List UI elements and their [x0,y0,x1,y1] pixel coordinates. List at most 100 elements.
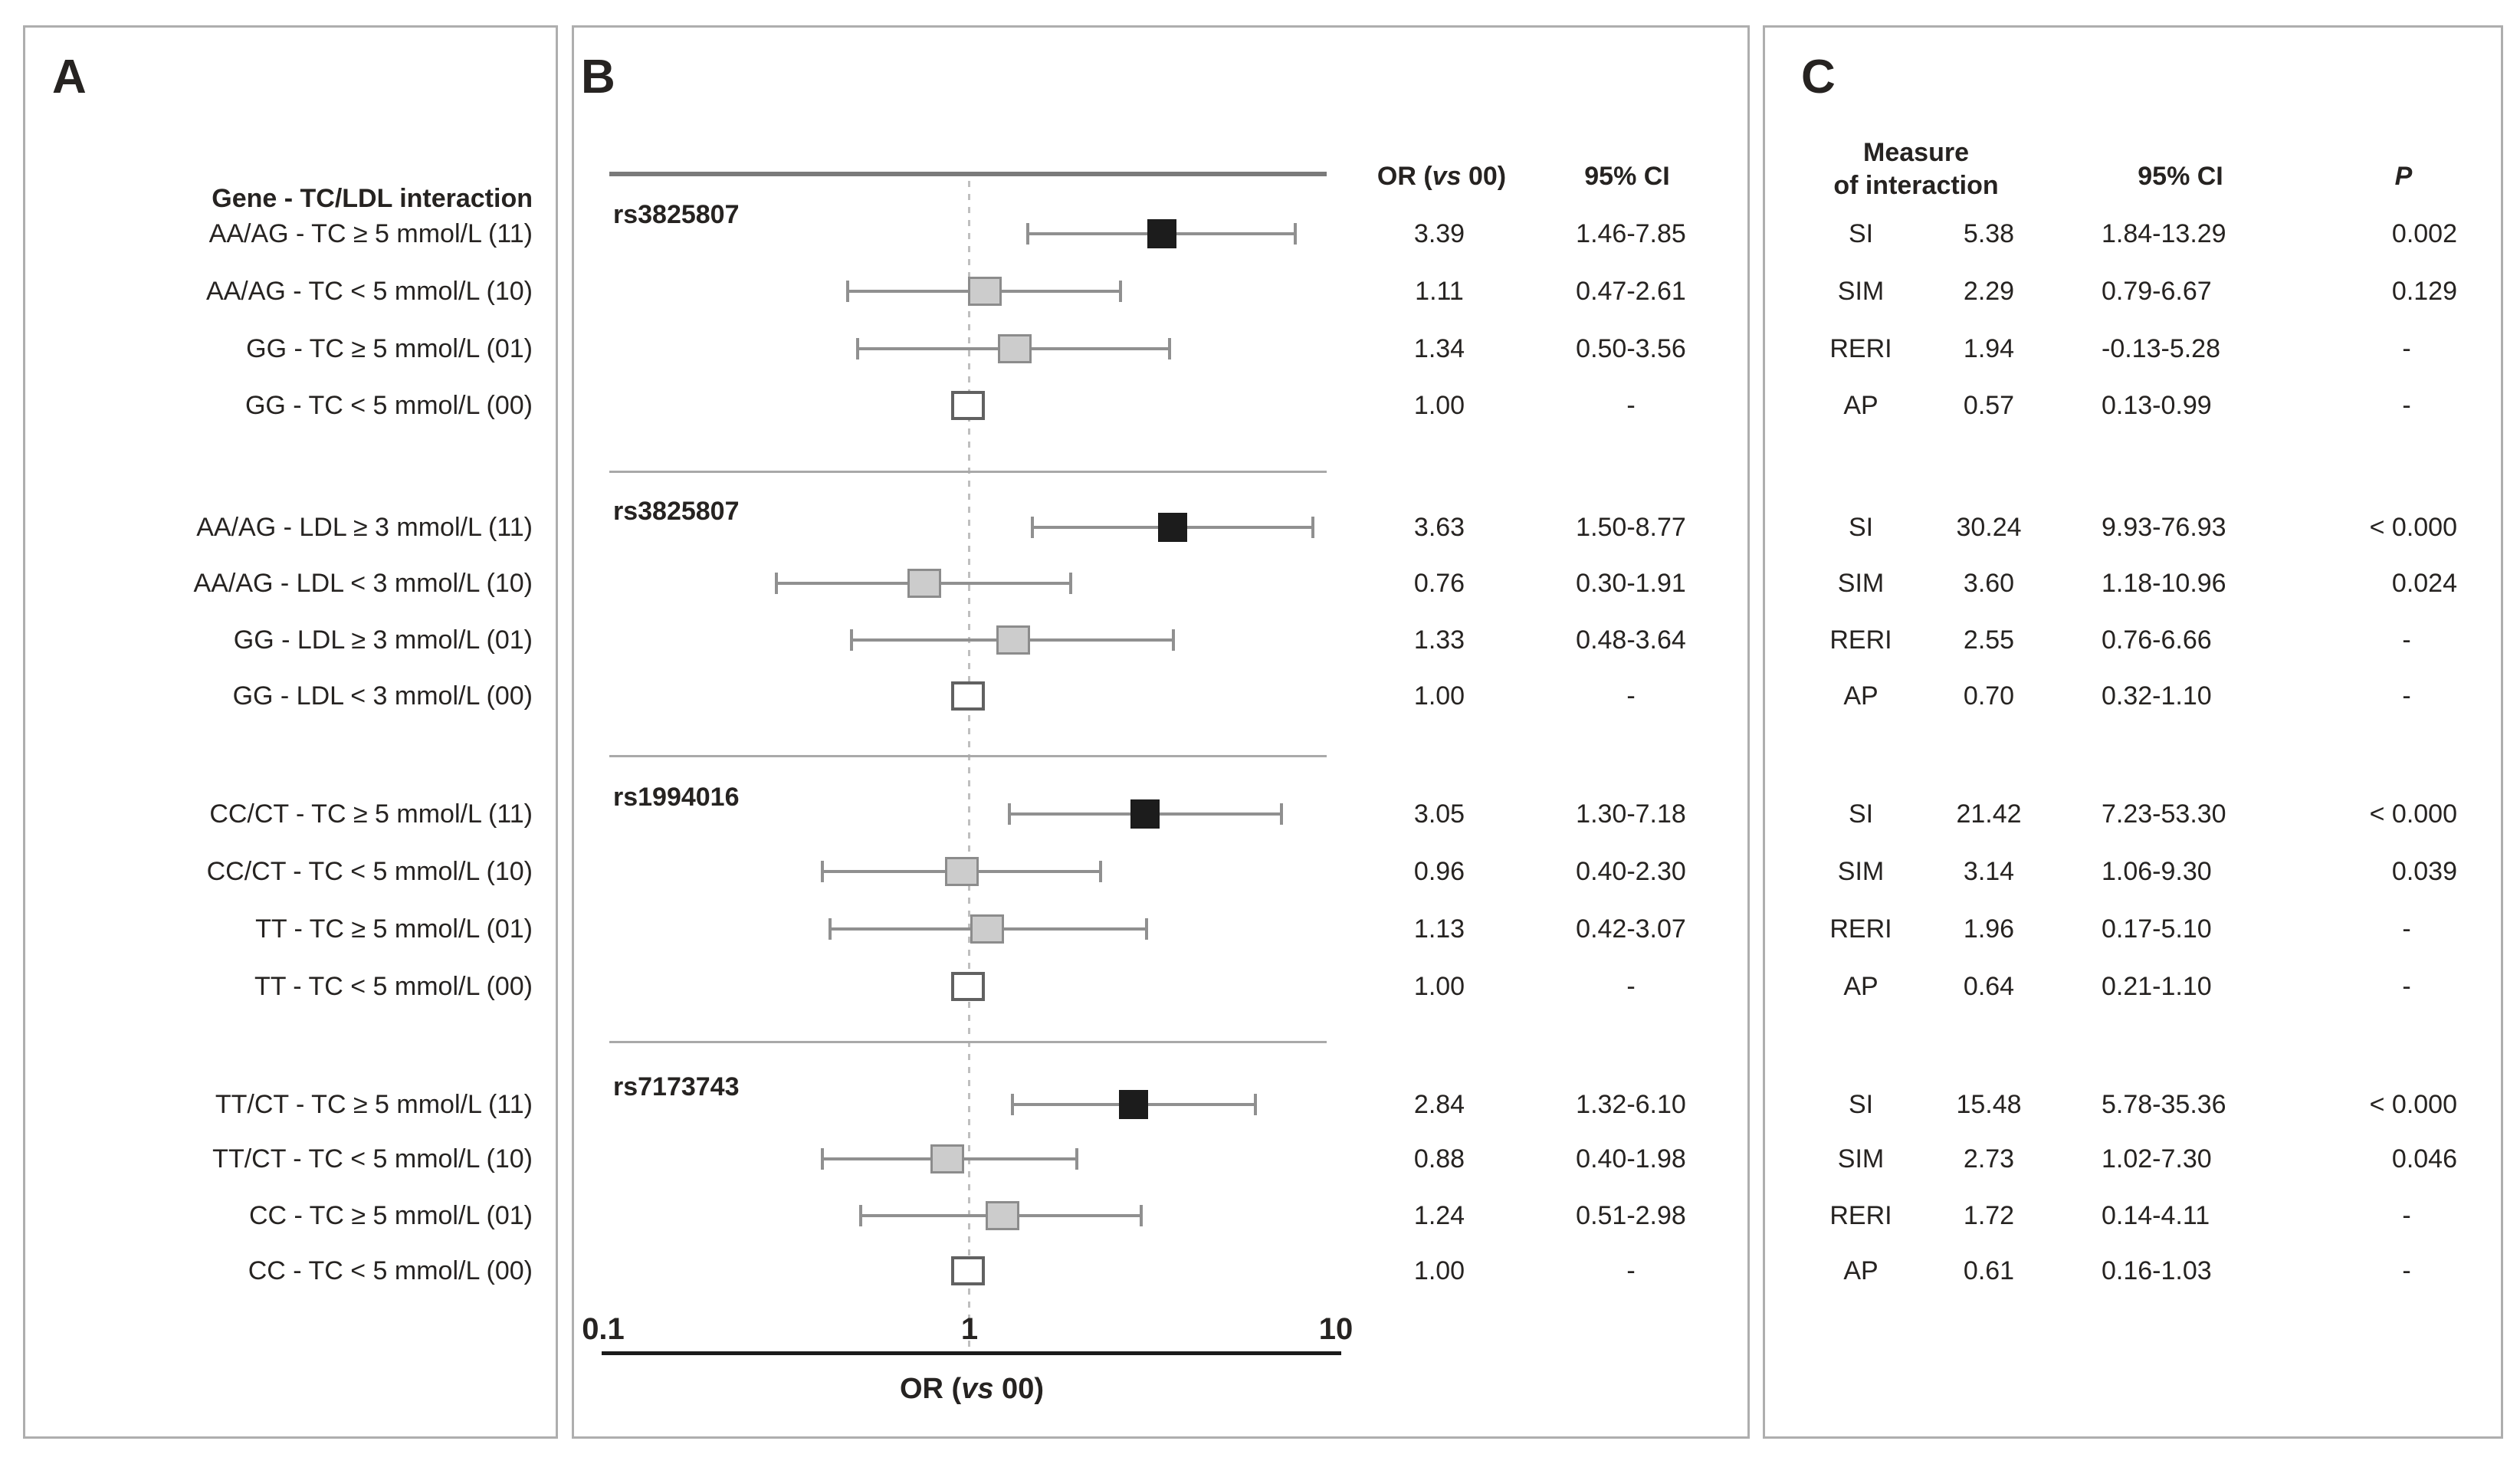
row-label: AA/AG - LDL < 3 mmol/L (10) [193,569,533,598]
row-label: GG - LDL ≥ 3 mmol/L (01) [233,625,533,655]
or-value: 3.39 [1413,219,1465,248]
or-header-pre: OR ( [1376,162,1432,191]
forest-marker-gray [996,625,1031,655]
ci-whisker-cap-right [1069,573,1073,594]
ci-whisker-cap-right [1171,629,1175,651]
ci-whisker-cap-left [859,1205,863,1226]
forest-marker-black [1130,799,1160,829]
or-value: 1.00 [1413,1256,1465,1285]
measure-ci: 0.32-1.10 [2102,681,2212,711]
measure-ci: 0.17-5.10 [2102,914,2212,944]
or-value: 2.84 [1413,1090,1465,1119]
plot-top-rule [609,172,1327,176]
row-label: TT/CT - TC ≥ 5 mmol/L (11) [215,1090,533,1119]
or-value: 3.05 [1413,799,1465,829]
or-value: 1.00 [1413,972,1465,1001]
or-value: 0.96 [1413,857,1465,886]
panel-c-title: C [1801,51,1836,103]
ci-value: - [1626,972,1636,1001]
measure-name: SIM [1837,277,1885,306]
measure-name: SI [1848,513,1874,542]
snp-label: rs1994016 [613,783,740,812]
measure-ci: 0.76-6.66 [2102,625,2212,655]
ci-whisker-cap-right [1253,1094,1257,1115]
measure-name: AP [1843,391,1879,420]
forest-marker-white [951,391,985,420]
measure-p: - [2402,914,2411,944]
measure-header: Measure of interaction [1793,136,2039,202]
row-label: TT - TC < 5 mmol/L (00) [254,972,533,1001]
x-axis-label-post: 00) [993,1373,1044,1405]
ci-whisker-cap-right [1279,803,1283,825]
measure-p: 0.129 [2391,277,2457,306]
ci-column-header-b: 95% CI [1584,162,1670,191]
ci-whisker-cap-left [820,1148,824,1170]
measure-name: AP [1843,1256,1879,1285]
row-label: CC/CT - TC < 5 mmol/L (10) [206,857,533,886]
measure-name: AP [1843,972,1879,1001]
panel-c-box [1763,25,2503,1439]
forest-marker-gray [907,569,942,598]
measure-name: SIM [1837,857,1885,886]
row-label: CC - TC < 5 mmol/L (00) [248,1256,533,1285]
ci-whisker-cap-left [856,338,860,359]
measure-ci: 7.23-53.30 [2102,799,2226,829]
or-value: 1.00 [1413,391,1465,420]
forest-marker-black [1119,1090,1149,1119]
measure-header-line1: Measure [1863,138,1969,167]
ci-value: 0.47-2.61 [1576,277,1686,306]
measure-name: SI [1848,799,1874,829]
measure-name: SIM [1837,569,1885,598]
panel-b-title: B [581,51,615,103]
measure-ci: 0.13-0.99 [2102,391,2212,420]
row-label: GG - TC < 5 mmol/L (00) [244,391,533,420]
or-value: 0.88 [1413,1144,1465,1173]
measure-ci: 5.78-35.36 [2102,1090,2226,1119]
ci-whisker-cap-left [849,629,853,651]
x-tick-1: 1 [960,1312,979,1346]
ci-whisker-cap-left [1008,803,1012,825]
forest-marker-gray [985,1201,1019,1230]
forest-marker-white [951,1256,985,1285]
measure-estimate: 5.38 [1963,219,2015,248]
measure-p: - [2402,1201,2411,1230]
panel-a-title: A [52,51,87,103]
ci-value: 0.40-2.30 [1576,857,1686,886]
measure-estimate: 2.73 [1963,1144,2015,1173]
measure-ci: 1.06-9.30 [2102,857,2212,886]
ci-value: 1.30-7.18 [1576,799,1686,829]
measure-p: - [2402,1256,2411,1285]
measure-name: SIM [1837,1144,1885,1173]
measure-estimate: 0.61 [1963,1256,2015,1285]
group-separator [609,1041,1327,1043]
measure-p: 0.024 [2391,569,2457,598]
measure-ci: 0.16-1.03 [2102,1256,2212,1285]
measure-estimate: 1.72 [1963,1201,2015,1230]
measure-p: < 0.000 [2369,799,2457,829]
or-value: 3.63 [1413,513,1465,542]
ci-value: 0.48-3.64 [1576,625,1686,655]
or-value: 1.00 [1413,681,1465,711]
measure-name: RERI [1829,334,1892,363]
ci-value: 0.40-1.98 [1576,1144,1686,1173]
ci-value: 1.50-8.77 [1576,513,1686,542]
measure-p: - [2402,625,2411,655]
ci-whisker-cap-left [829,918,832,940]
measure-p: 0.039 [2391,857,2457,886]
ci-value: - [1626,391,1636,420]
forest-marker-white [951,681,985,711]
measure-name: RERI [1829,1201,1892,1230]
row-label: TT - TC ≥ 5 mmol/L (01) [255,914,533,944]
ci-whisker-cap-left [820,861,824,882]
x-axis-label-vs: vs [961,1373,994,1405]
or-value: 1.24 [1413,1201,1465,1230]
measure-name: SI [1848,1090,1874,1119]
ci-whisker-cap-left [1010,1094,1014,1115]
measure-ci: 1.84-13.29 [2102,219,2226,248]
measure-ci: 9.93-76.93 [2102,513,2226,542]
x-axis-line [602,1351,1341,1355]
ci-whisker-cap-right [1144,918,1148,940]
ci-whisker-cap-left [846,281,850,302]
or-value: 1.13 [1413,914,1465,944]
forest-marker-gray [944,857,979,886]
